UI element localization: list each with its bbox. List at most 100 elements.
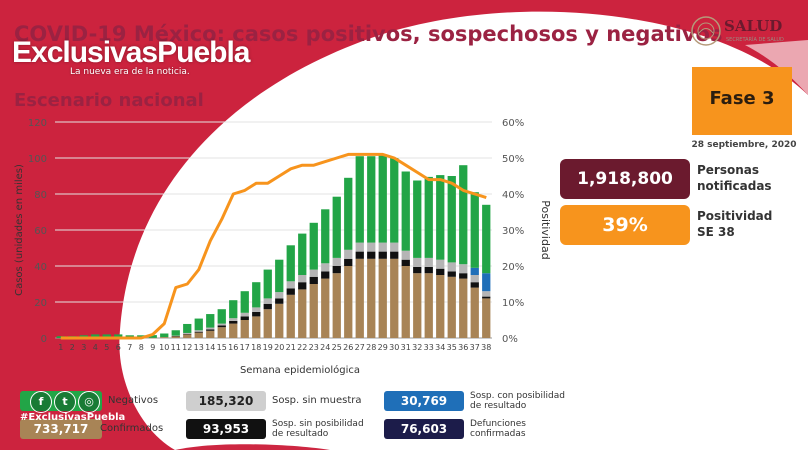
bar-segment <box>229 318 238 321</box>
x-tick-label: 17 <box>240 343 250 352</box>
bar-segment <box>263 309 272 338</box>
bar-segment <box>367 156 376 243</box>
positivity-box <box>560 205 690 245</box>
logo-text: SALUD <box>724 17 783 35</box>
bar-segment <box>390 258 399 338</box>
bar-segment <box>102 334 111 338</box>
bar-segment <box>171 336 180 337</box>
legend-deaths-line2: confirmadas <box>470 429 526 439</box>
bar-segment <box>286 294 295 338</box>
bar-segment <box>470 287 479 338</box>
y-tick-label: 120 <box>28 118 47 129</box>
bar-segment <box>447 176 456 263</box>
bar-segment <box>321 278 330 338</box>
bar-segment <box>332 266 341 274</box>
bar-segment <box>482 291 491 297</box>
bar-segment <box>378 251 387 259</box>
x-tick-label: 2 <box>70 343 75 352</box>
bar-segment <box>355 156 364 243</box>
x-tick-label: 15 <box>217 343 227 352</box>
y2-axis-label: Positividad <box>539 200 552 259</box>
bar-segment <box>367 251 376 259</box>
bar-segment <box>482 298 491 338</box>
bar-segment <box>309 284 318 338</box>
y2-tick-label: 0% <box>502 334 518 345</box>
x-tick-label: 18 <box>251 343 261 352</box>
bar-segment <box>470 275 479 283</box>
bar-segment <box>401 259 410 266</box>
notified-label-line1: Personas <box>697 163 760 177</box>
notified-label-line2: notificadas <box>697 179 772 193</box>
bar-segment <box>459 278 468 338</box>
instagram-icon[interactable]: ◎ <box>78 391 100 413</box>
bar-segment <box>206 329 215 331</box>
legend-no-result-line2: de resultado <box>272 429 329 439</box>
x-tick-label: 14 <box>205 343 215 352</box>
y2-tick-label: 50% <box>502 154 524 165</box>
y2-tick-label: 60% <box>502 118 524 129</box>
slide-subtitle: Escenario nacional <box>14 90 204 111</box>
bar-segment <box>194 318 203 331</box>
bar-segment <box>206 327 215 330</box>
y2-tick-label: 40% <box>502 190 524 201</box>
x-tick-label: 36 <box>458 343 468 352</box>
bar-segment <box>229 323 238 338</box>
notified-value: 1,918,800 <box>577 169 673 189</box>
facebook-icon[interactable]: f <box>30 391 52 413</box>
x-tick-label: 10 <box>159 343 169 352</box>
x-tick-label: 25 <box>332 343 342 352</box>
bar-segment <box>275 298 284 304</box>
bar-segment <box>148 335 157 338</box>
bar-segment <box>332 196 341 258</box>
bar-segment <box>482 296 491 299</box>
bar-segment <box>321 209 330 264</box>
logo-subtext: SECRETARÍA DE SALUD <box>726 37 784 43</box>
x-tick-label: 29 <box>378 343 388 352</box>
legend-possible-box: 30,769 <box>384 391 464 411</box>
x-tick-label: 38 <box>481 343 491 352</box>
bar-segment <box>263 303 272 310</box>
bar-segment <box>447 262 456 272</box>
bar-segment <box>355 258 364 338</box>
legend-possible-label: Sosp. con posibilidad de resultado <box>470 391 565 411</box>
notified-label: Personas notificadas <box>697 162 772 194</box>
bar-segment <box>390 251 399 259</box>
bar-segment <box>183 332 192 334</box>
x-tick-label: 13 <box>194 343 204 352</box>
bar-segment <box>91 334 100 338</box>
x-tick-label: 20 <box>274 343 284 352</box>
x-tick-label: 5 <box>104 343 109 352</box>
bar-segment <box>447 271 456 277</box>
bar-segment <box>413 273 422 338</box>
bar-segment <box>355 251 364 259</box>
bar-segment <box>378 258 387 338</box>
x-tick-label: 1 <box>58 343 63 352</box>
bar-segment <box>298 233 307 275</box>
bar-segment <box>114 334 123 338</box>
bar-segment <box>424 273 433 338</box>
bar-segment <box>401 266 410 338</box>
x-tick-label: 37 <box>470 343 480 352</box>
x-tick-label: 9 <box>150 343 155 352</box>
bar-segment <box>217 323 226 326</box>
legend-no-sample-box: 185,320 <box>186 391 266 411</box>
bar-segment <box>183 323 192 333</box>
y2-tick-label: 20% <box>502 262 524 273</box>
bar-segment <box>355 242 364 252</box>
x-tick-label: 16 <box>228 343 238 352</box>
bar-segment <box>217 309 226 324</box>
watermark-slogan: La nueva era de la noticia. <box>70 67 190 77</box>
bar-segment <box>378 154 387 243</box>
legend-no-result-box: 93,953 <box>186 419 266 439</box>
bar-segment <box>424 266 433 274</box>
bar-segment <box>332 273 341 338</box>
x-tick-label: 27 <box>355 343 365 352</box>
bar-segment <box>206 330 215 338</box>
twitter-icon[interactable]: t <box>54 391 76 413</box>
x-tick-label: 8 <box>139 343 144 352</box>
phase-label: Fase 3 <box>709 88 775 109</box>
y-tick-label: 100 <box>28 154 47 165</box>
bar-segment <box>482 273 491 292</box>
watermark-brand: ExclusivasPuebla <box>12 36 250 69</box>
